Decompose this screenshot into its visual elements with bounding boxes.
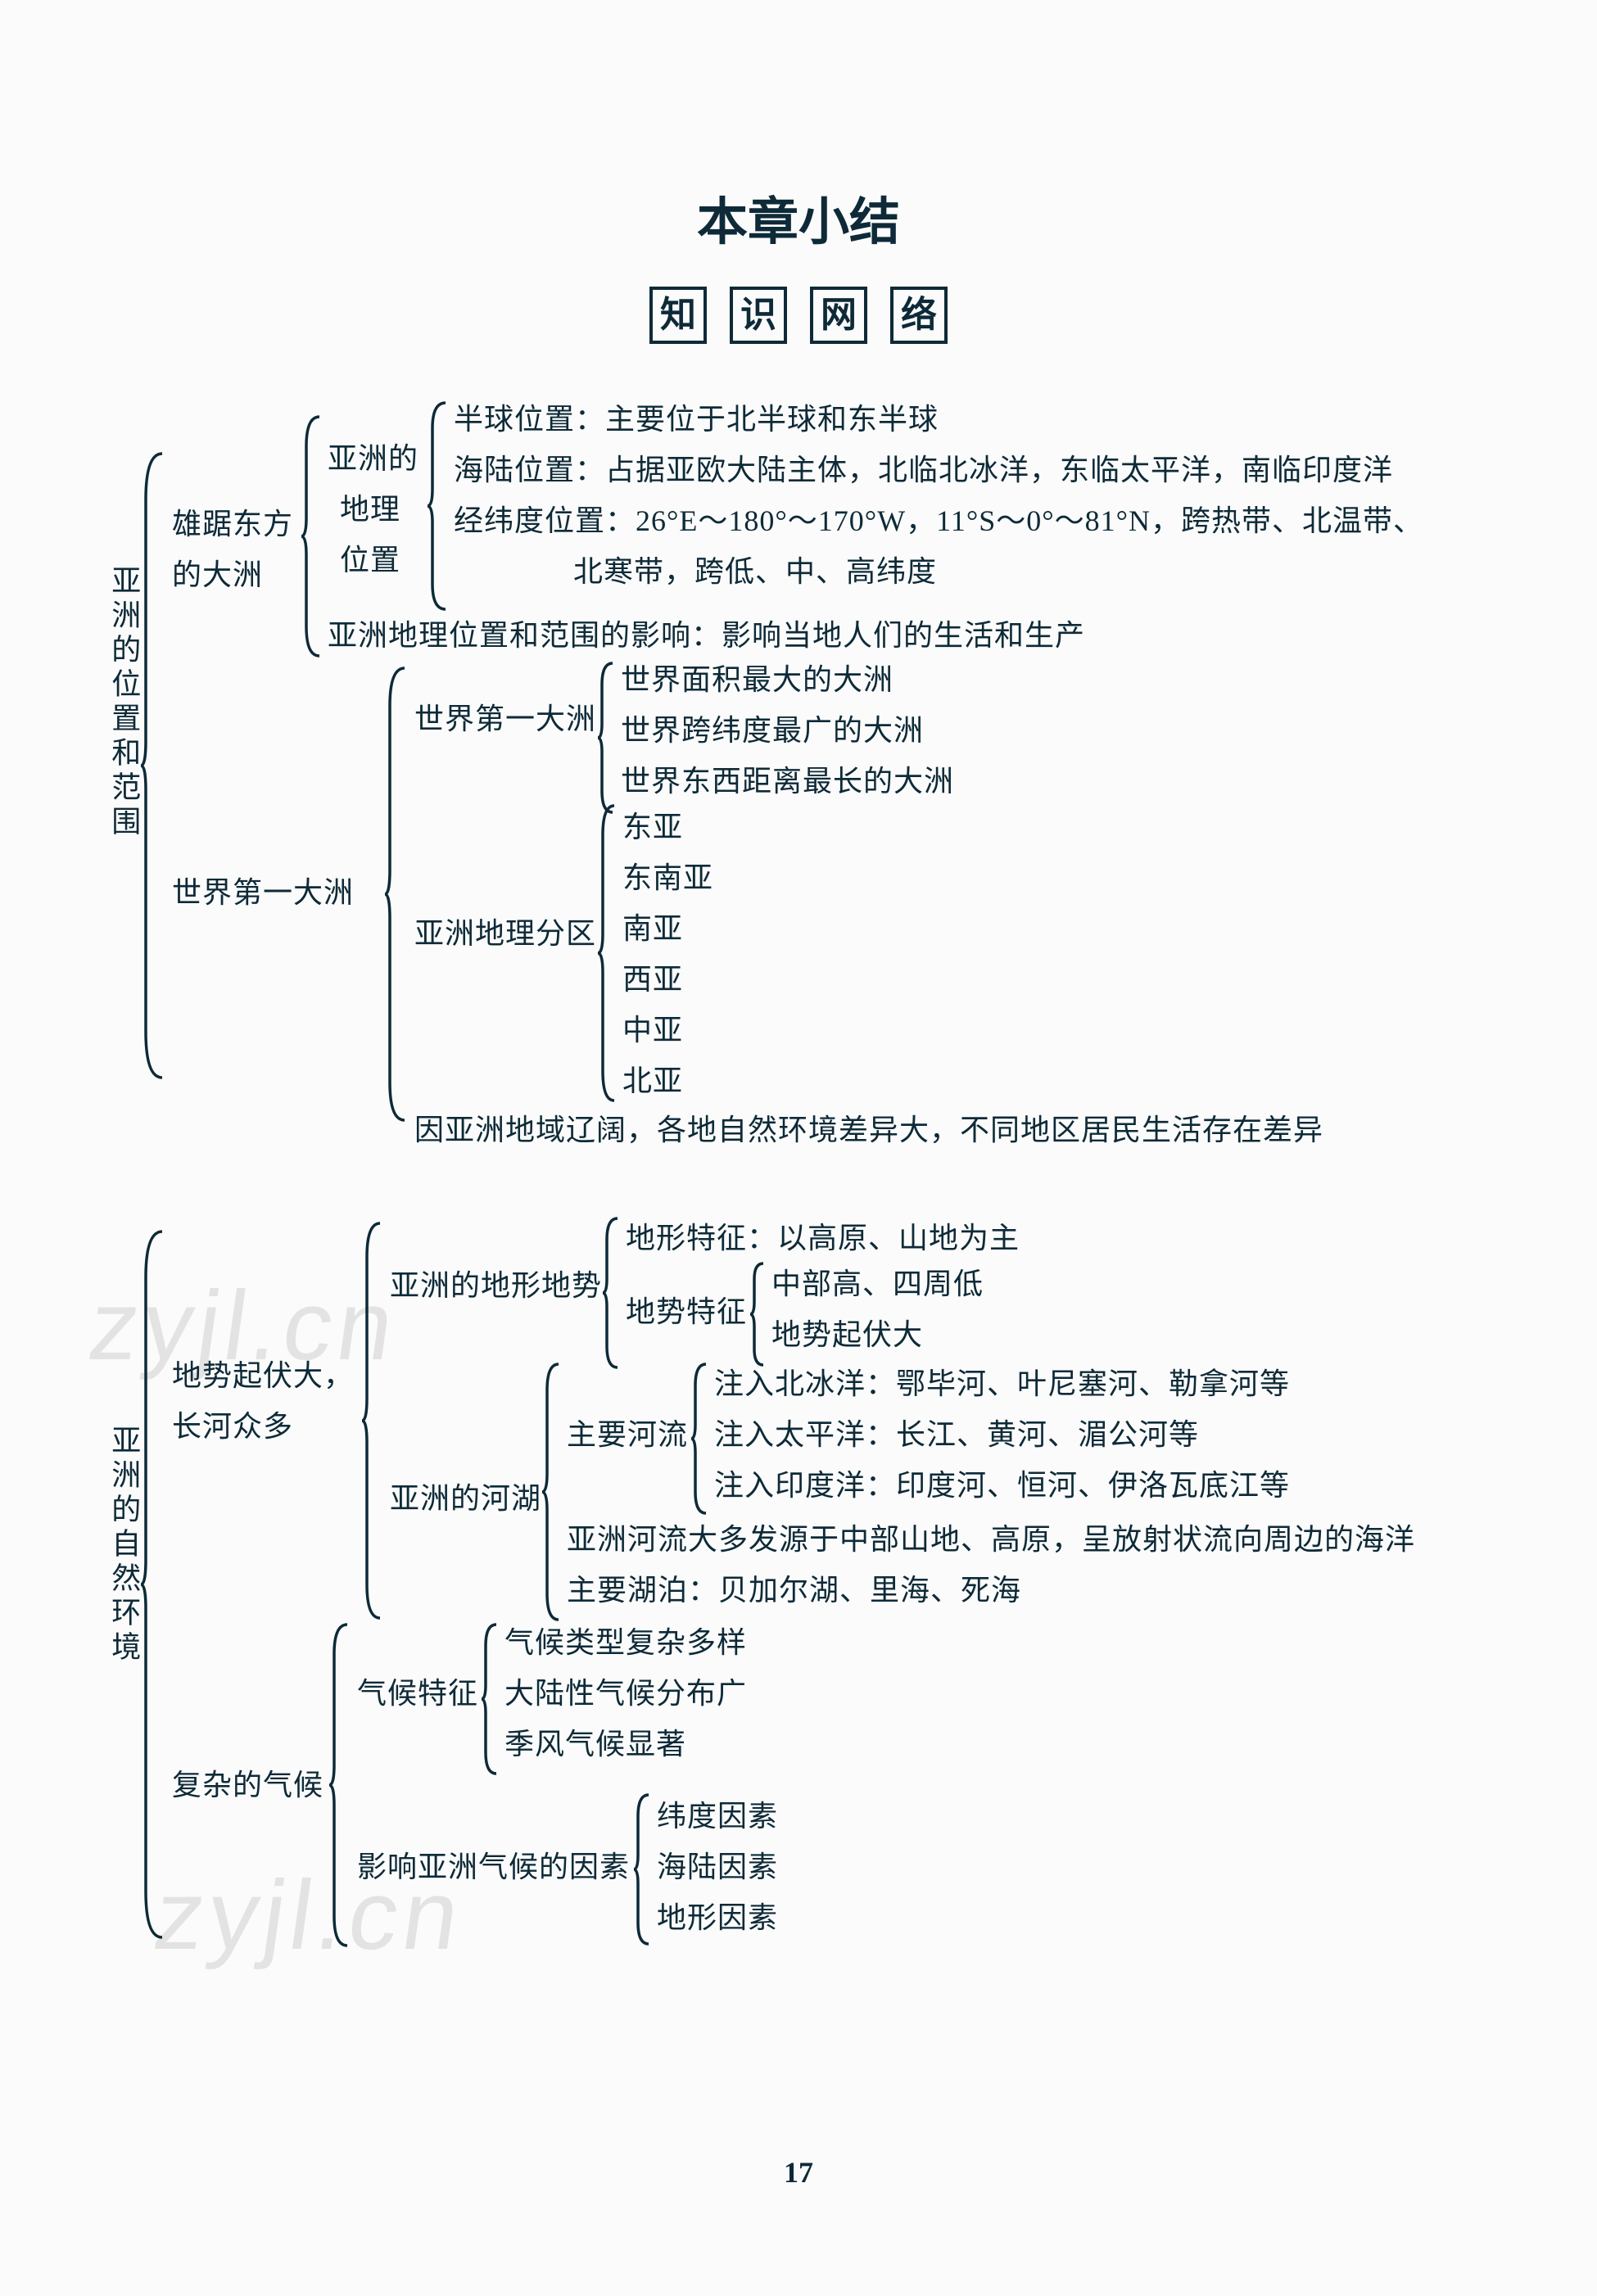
leaf: 海陆因素 xyxy=(657,1842,778,1892)
page: 本章小结 知 识 网 络 zyjl.cn zyjl.cn 亚洲的位置和范围 雄踞… xyxy=(0,0,1597,2121)
leaf: 地势起伏大 xyxy=(771,1310,923,1360)
root-label: 亚洲的位置和范围 xyxy=(98,565,148,840)
leaf: 世界面积最大的大洲 xyxy=(621,655,894,705)
brace-icon xyxy=(691,1361,709,1521)
leaf: 世界跨纬度最广的大洲 xyxy=(621,706,924,756)
node-label: 气候特征 xyxy=(357,1669,478,1719)
leaf: 主要湖泊：贝加尔湖、里海、死海 xyxy=(567,1566,1021,1616)
node-label: 地势特征 xyxy=(626,1287,747,1337)
leaf: 中亚 xyxy=(622,1006,683,1055)
leaf: 经纬度位置：26°E～180°～170°W，11°S～0°～81°N，跨热带、北… xyxy=(454,496,1423,546)
page-number: 17 xyxy=(0,2155,1597,2190)
subtitle-char: 识 xyxy=(730,287,787,344)
leaf: 大陆性气候分布广 xyxy=(504,1669,747,1719)
leaf: 季风气候显著 xyxy=(504,1720,686,1769)
node-label: 亚洲的 xyxy=(328,434,418,484)
node-label: 影响亚洲气候的因素 xyxy=(357,1842,630,1892)
brace-icon xyxy=(301,414,323,663)
leaf: 因亚洲地域辽阔，各地自然环境差异大，不同地区居民生活存在差异 xyxy=(414,1105,1323,1155)
brace-icon xyxy=(428,400,449,617)
branch-label: 雄踞东方 xyxy=(172,499,293,549)
leaf: 地形因素 xyxy=(657,1893,778,1943)
leaf: 半球位置：主要位于北半球和东半球 xyxy=(454,395,939,445)
leaf: 亚洲河流大多发源于中部山地、高原，呈放射状流向周边的海洋 xyxy=(567,1515,1415,1565)
knowledge-tree: zyjl.cn zyjl.cn 亚洲的位置和范围 雄踞东方 的大洲 亚洲的 地理… xyxy=(115,401,1482,2121)
subtitle-char: 知 xyxy=(649,287,707,344)
branch-label: 复杂的气候 xyxy=(172,1760,323,1810)
leaf: 北寒带，跨低、中、高纬度 xyxy=(573,547,937,597)
leaf: 南亚 xyxy=(622,904,683,954)
branch-label: 的大洲 xyxy=(172,550,263,600)
chapter-title: 本章小结 xyxy=(115,180,1482,254)
brace-icon xyxy=(634,1792,652,1951)
leaf: 注入北冰洋：鄂毕河、叶尼塞河、勒拿河等 xyxy=(714,1359,1290,1409)
brace-icon xyxy=(750,1261,767,1372)
node-label: 位置 xyxy=(340,536,400,585)
branch-label: 世界第一大洲 xyxy=(172,868,354,918)
node-label: 主要河流 xyxy=(567,1410,688,1460)
branch-label: 地势起伏大， xyxy=(172,1351,354,1401)
leaf: 海陆位置：占据亚欧大陆主体，北临北冰洋，东临太平洋，南临印度洋 xyxy=(454,445,1393,495)
subtitle-char: 络 xyxy=(890,287,948,344)
node-label: 地理 xyxy=(340,485,400,535)
node-label: 世界第一大洲 xyxy=(414,694,596,744)
leaf: 地形特征：以高原、山地为主 xyxy=(626,1214,1020,1263)
leaf: 东亚 xyxy=(622,802,683,852)
root-label: 亚洲的自然环境 xyxy=(98,1425,148,1666)
brace-icon xyxy=(603,1215,621,1375)
leaf: 中部高、四周低 xyxy=(771,1259,984,1309)
subtitle-char: 网 xyxy=(810,287,867,344)
brace-icon xyxy=(598,802,618,1108)
leaf: 北亚 xyxy=(622,1056,683,1106)
leaf: 气候类型复杂多样 xyxy=(504,1618,747,1668)
subtitle-row: 知 识 网 络 xyxy=(115,287,1482,344)
leaf: 亚洲地理位置和范围的影响：影响当地人们的生活和生产 xyxy=(328,611,1085,661)
brace-icon xyxy=(598,660,616,820)
leaf: 西亚 xyxy=(622,955,683,1005)
brace-icon xyxy=(542,1361,562,1627)
node-label: 亚洲的河湖 xyxy=(390,1474,541,1524)
leaf: 注入印度洋：印度河、恒河、伊洛瓦底江等 xyxy=(714,1461,1290,1511)
leaf: 注入太平洋：长江、黄河、湄公河等 xyxy=(714,1410,1199,1460)
brace-icon xyxy=(482,1621,500,1781)
leaf: 世界东西距离最长的大洲 xyxy=(621,757,954,807)
node-label: 亚洲的地形地势 xyxy=(390,1261,602,1311)
leaf: 东南亚 xyxy=(622,853,713,903)
branch-label: 长河众多 xyxy=(172,1402,293,1452)
node-label: 亚洲地理分区 xyxy=(414,909,596,959)
leaf: 纬度因素 xyxy=(657,1792,778,1842)
brace-icon xyxy=(385,665,408,1128)
